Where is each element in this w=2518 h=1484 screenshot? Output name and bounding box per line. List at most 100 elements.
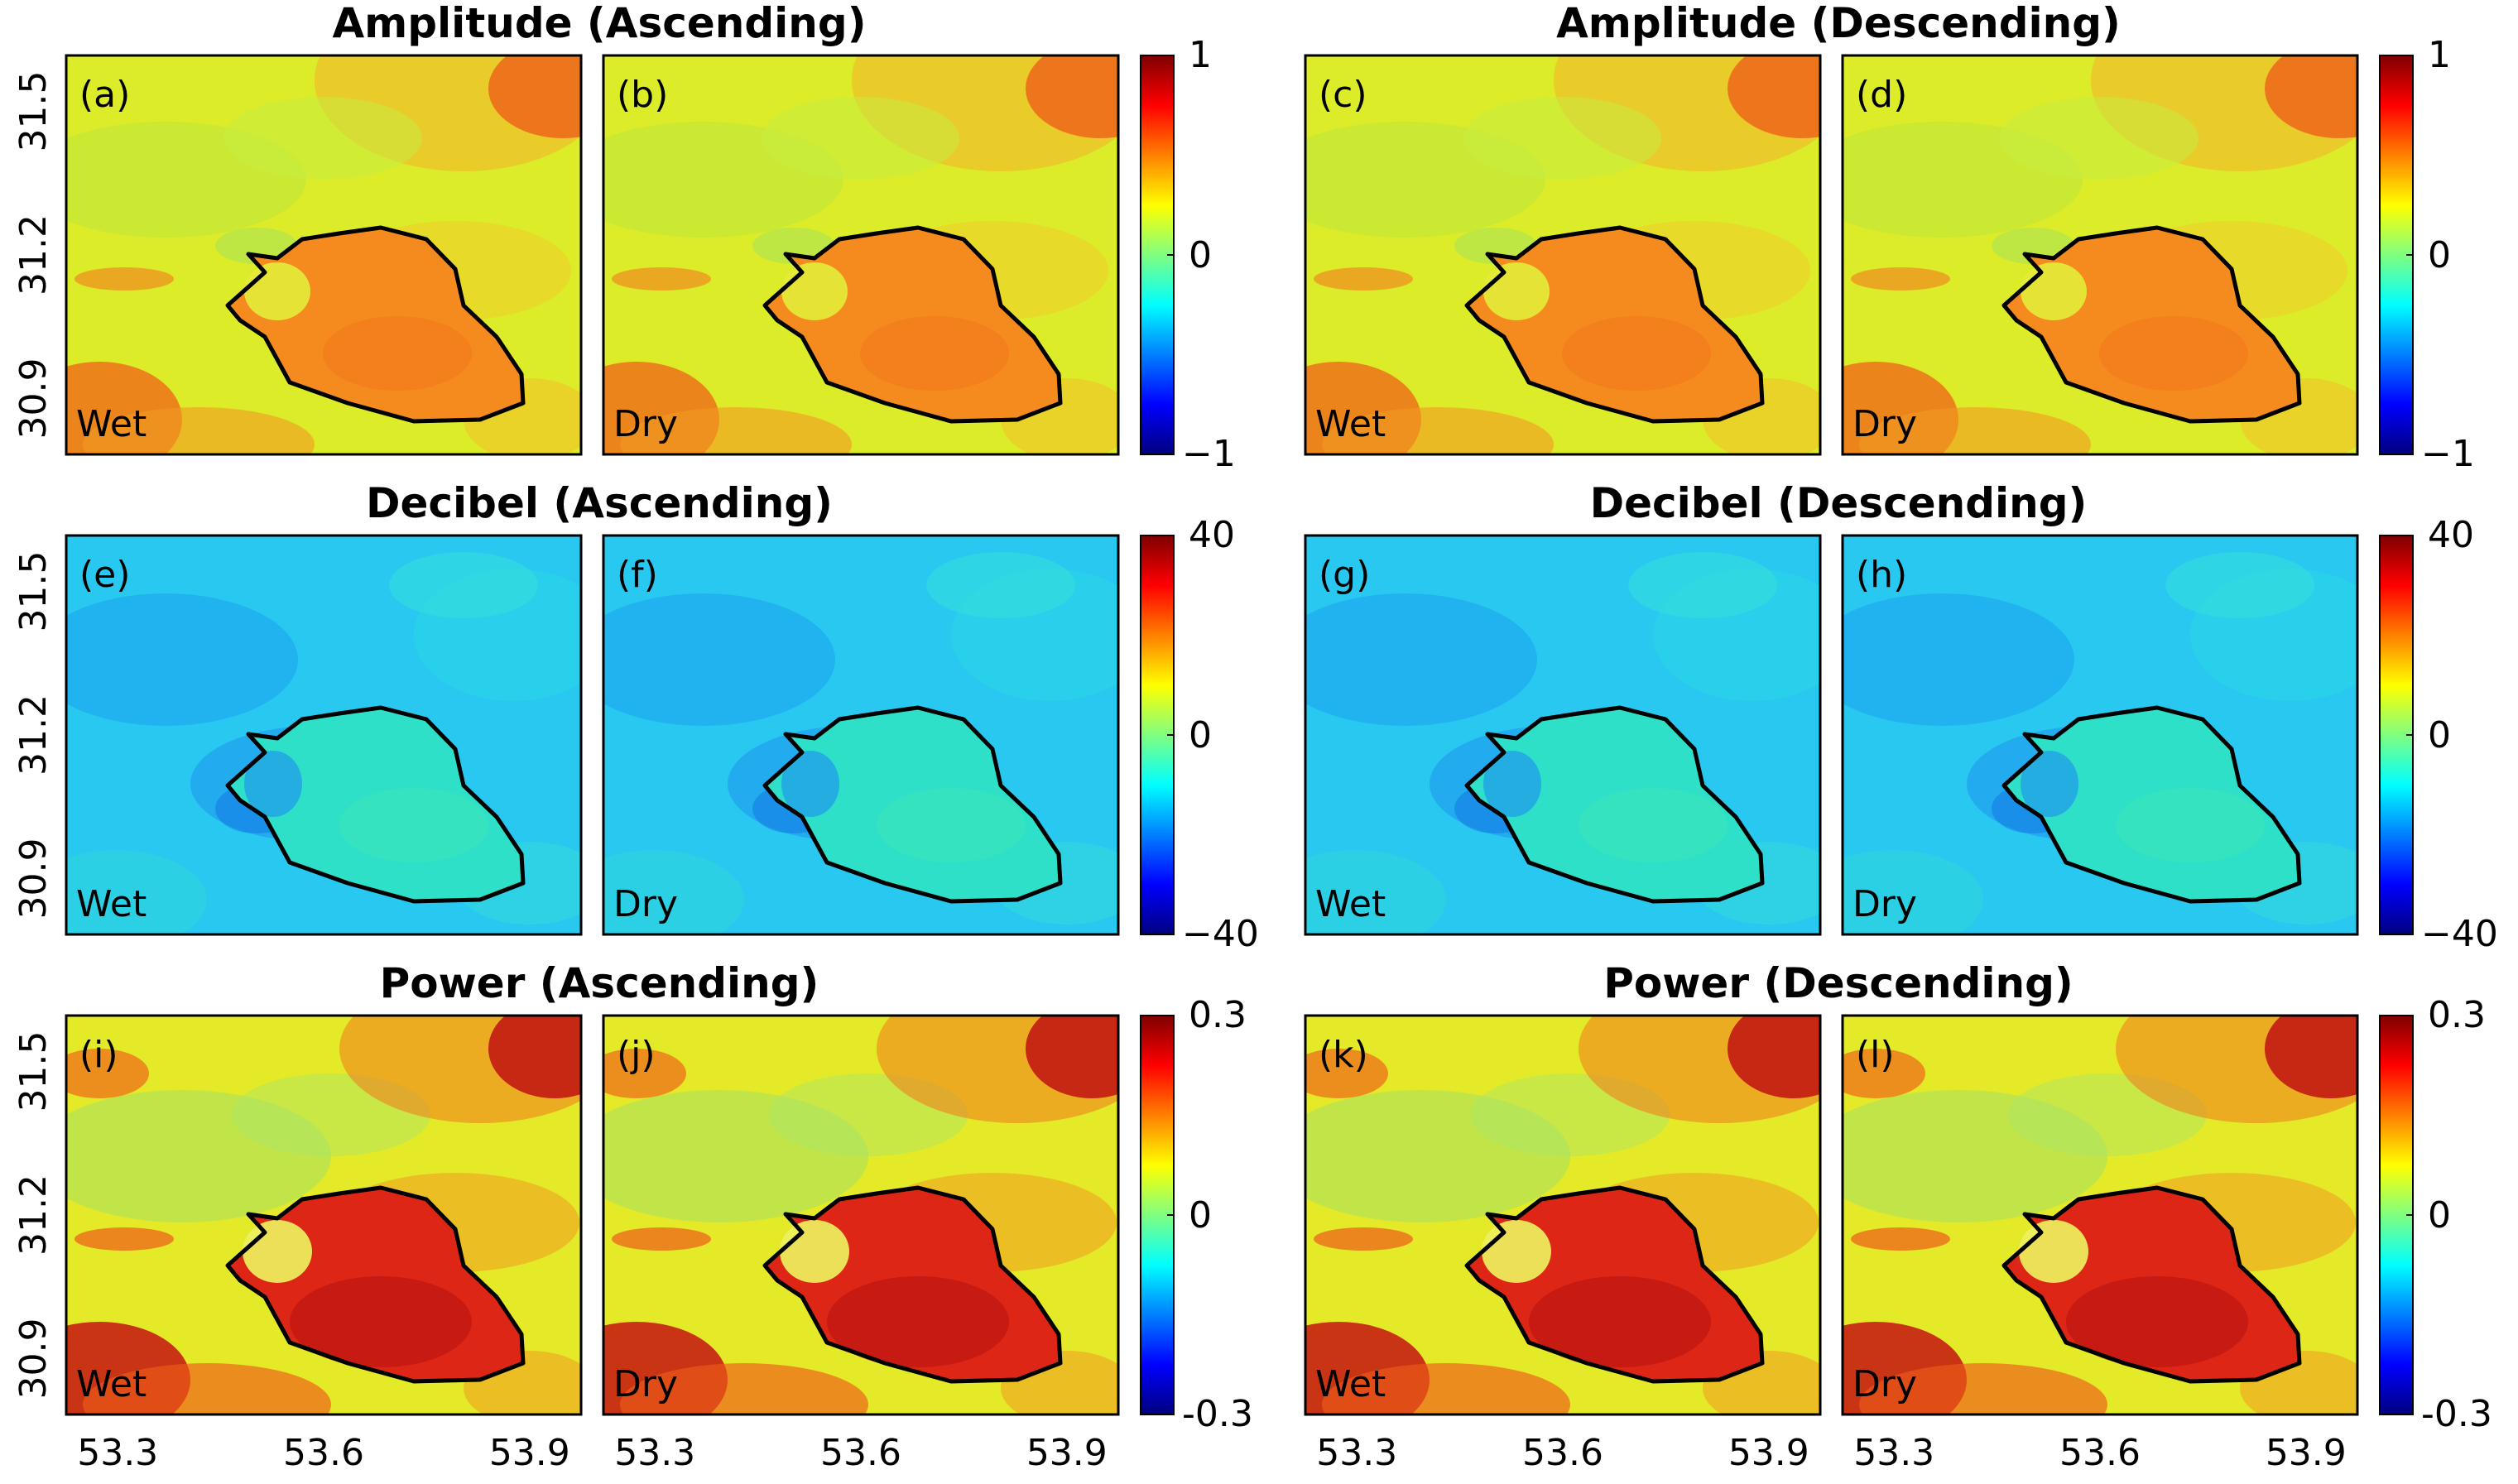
map-panel: (i) Wet <box>65 1014 583 1416</box>
map-panel: (a) Wet <box>65 54 583 456</box>
x-tick-label: 53.3 <box>1853 1432 1934 1474</box>
panel-frame <box>65 1014 583 1416</box>
panel-frame <box>1841 54 2359 456</box>
colorbar: 40 0 −40 <box>1140 514 1259 955</box>
season-label: Wet <box>1315 883 1386 925</box>
season-label: Dry <box>613 883 678 925</box>
season-label: Wet <box>1315 1363 1386 1405</box>
panel-letter: (b) <box>617 74 668 116</box>
map-panels: (a) Wet (b) Dry (c) Wet (d) Dry (e) Wet (f) Dry (g) W… <box>65 54 2359 1416</box>
season-label: Dry <box>613 403 678 445</box>
x-tick-label: 53.3 <box>1316 1432 1397 1474</box>
panel-letter: (i) <box>79 1034 118 1076</box>
group-title: Decibel (Descending) <box>1590 479 2088 527</box>
colorbar-min-label: −1 <box>1182 433 1236 475</box>
panel-frame <box>1304 534 1822 936</box>
colorbar-max-label: 40 <box>2428 514 2474 556</box>
colorbar: 40 0 −40 <box>2379 514 2498 955</box>
colorbar-min-label: -0.3 <box>2421 1393 2492 1435</box>
colorbar-min-label: −1 <box>2421 433 2475 475</box>
colorbar-max-label: 0.3 <box>2428 994 2486 1036</box>
map-panel: (c) Wet <box>1304 54 1822 456</box>
map-panel: (l) Dry <box>1841 1014 2359 1416</box>
map-panel: (j) Dry <box>602 1014 1120 1416</box>
colorbar-mid-label: 0 <box>2428 234 2451 276</box>
panel-frame <box>65 54 583 456</box>
panel-letter: (a) <box>79 74 130 116</box>
panel-letter: (d) <box>1856 74 1907 116</box>
panel-frame <box>1304 1014 1822 1416</box>
panel-letter: (j) <box>617 1034 656 1076</box>
panel-letter: (g) <box>1319 554 1370 596</box>
colorbar-mid-label: 0 <box>1189 234 1212 276</box>
panel-letter: (k) <box>1319 1034 1368 1076</box>
y-tick-label: 31.2 <box>12 1174 55 1256</box>
x-tick-label: 53.9 <box>2266 1432 2347 1474</box>
y-tick-label: 31.2 <box>12 214 55 295</box>
group-title: Decibel (Ascending) <box>366 479 833 527</box>
x-tick-label: 53.9 <box>1026 1432 1108 1474</box>
colorbar: 0.3 0 -0.3 <box>1140 994 1253 1435</box>
x-tick-label: 53.6 <box>2059 1432 2141 1474</box>
x-tick-label: 53.9 <box>489 1432 570 1474</box>
panel-letter: (f) <box>617 554 658 596</box>
colorbar-max-label: 1 <box>2428 34 2451 76</box>
map-panel: (b) Dry <box>602 54 1120 456</box>
colorbar-min-label: -0.3 <box>1182 1393 1253 1435</box>
x-tick-label: 53.3 <box>614 1432 695 1474</box>
y-tick-label: 31.5 <box>12 550 55 632</box>
season-label: Wet <box>1315 403 1386 445</box>
map-panel: (g) Wet <box>1304 534 1822 936</box>
colorbar-mid-label: 0 <box>2428 1194 2451 1237</box>
colorbar-max-label: 1 <box>1189 34 1212 76</box>
y-tick-label: 31.5 <box>12 1030 55 1112</box>
colorbar-mid-label: 0 <box>2428 714 2451 756</box>
group-title: Power (Descending) <box>1603 959 2074 1007</box>
x-tick-label: 53.9 <box>1728 1432 1809 1474</box>
y-tick-label: 30.9 <box>12 838 55 920</box>
map-panel: (h) Dry <box>1841 534 2359 936</box>
colorbar-max-label: 40 <box>1189 514 1235 556</box>
x-tick-label: 53.6 <box>1522 1432 1603 1474</box>
x-tick-label: 53.3 <box>77 1432 158 1474</box>
panel-frame <box>1304 54 1822 456</box>
panel-letter: (c) <box>1319 74 1367 116</box>
colorbar-mid-label: 0 <box>1189 1194 1212 1237</box>
map-panel: (f) Dry <box>602 534 1120 936</box>
colorbar-mid-label: 0 <box>1189 714 1212 756</box>
panel-frame <box>1841 1014 2359 1416</box>
panel-frame <box>602 1014 1120 1416</box>
y-tick-label: 31.2 <box>12 694 55 776</box>
y-tick-label: 30.9 <box>12 358 55 439</box>
group-title: Amplitude (Descending) <box>1556 0 2121 47</box>
panel-letter: (e) <box>79 554 130 596</box>
colorbar-min-label: −40 <box>1182 913 1259 955</box>
season-label: Wet <box>76 403 147 445</box>
panel-frame <box>602 534 1120 936</box>
group-title: Amplitude (Ascending) <box>332 0 866 47</box>
y-tick-label: 30.9 <box>12 1318 55 1400</box>
axes-ticks: 31.5 31.2 30.9 31.5 31.2 30.9 31.5 31.2 30.9 53.3… <box>12 70 2347 1474</box>
panel-frame <box>602 54 1120 456</box>
colorbars: 1 0 −1 1 0 −1 40 0 −40 40 0 −40 0.3 0 -0.3 0.3 0 -0.3 <box>1140 34 2498 1435</box>
panel-letter: (l) <box>1856 1034 1895 1076</box>
map-panel: (k) Wet <box>1304 1014 1822 1416</box>
season-label: Dry <box>1852 403 1917 445</box>
colorbar: 0.3 0 -0.3 <box>2379 994 2492 1435</box>
season-label: Dry <box>1852 1363 1917 1405</box>
map-panel: (d) Dry <box>1841 54 2359 456</box>
panel-frame <box>65 534 583 936</box>
map-panel: (e) Wet <box>65 534 583 936</box>
colorbar-min-label: −40 <box>2421 913 2498 955</box>
y-tick-label: 31.5 <box>12 70 55 151</box>
season-label: Wet <box>76 883 147 925</box>
colorbar-max-label: 0.3 <box>1189 994 1247 1036</box>
x-tick-label: 53.6 <box>820 1432 901 1474</box>
panel-letter: (h) <box>1856 554 1907 596</box>
x-tick-label: 53.6 <box>283 1432 364 1474</box>
colorbar: 1 0 −1 <box>1140 34 1236 475</box>
season-label: Dry <box>1852 883 1917 925</box>
group-title: Power (Ascending) <box>380 959 819 1007</box>
season-label: Wet <box>76 1363 147 1405</box>
